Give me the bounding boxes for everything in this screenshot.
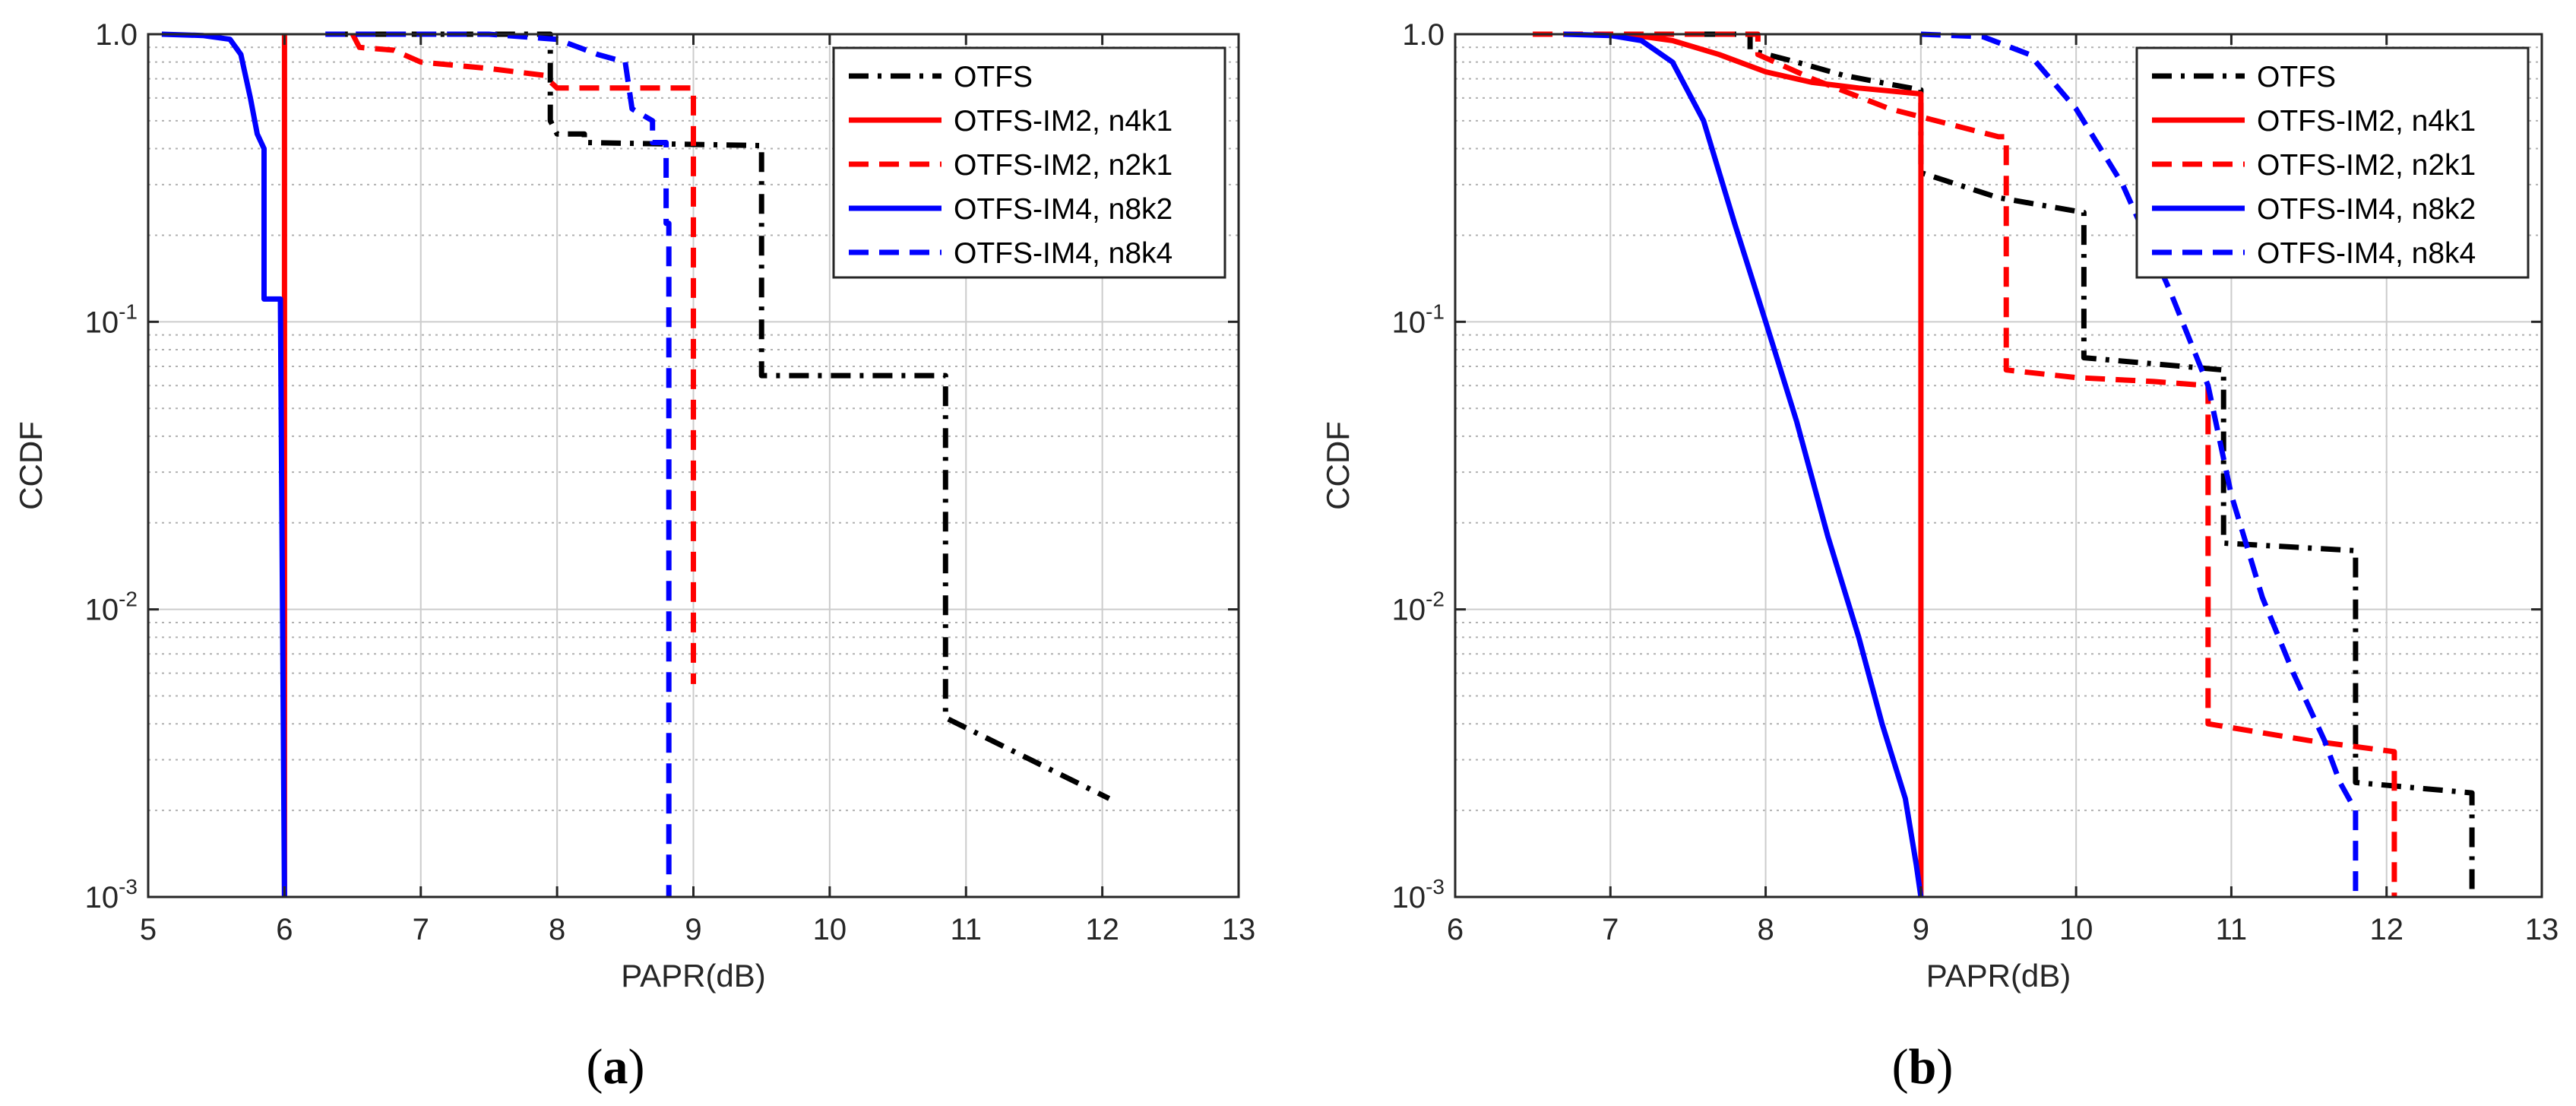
chart-a: 5 6 7 8 9 10 11 12 13 10-3 10-2 10-1 1.0 PAPR(dB) CCDF… — [13, 18, 1255, 1095]
chart-a-x-tick-label: 5 — [140, 913, 157, 946]
chart-b-series-4-line — [1920, 31, 2359, 897]
chart-b-y-axis-label: CCDF — [1320, 421, 1356, 510]
chart-a-x-axis-label: PAPR(dB) — [621, 958, 766, 993]
chart-a-x-tick-label: 6 — [276, 913, 293, 946]
chart-a-y-tick-label: 1.0 — [95, 18, 138, 52]
chart-a-series-2-line — [350, 33, 696, 684]
chart-b-panel-label: (b) — [1892, 1039, 1954, 1095]
chart-b-x-tick-label: 7 — [1602, 913, 1619, 946]
chart-a-series-0-line — [328, 31, 1111, 801]
chart-b-x-axis-label: PAPR(dB) — [1926, 958, 2071, 993]
chart-b-series-1-line — [1625, 31, 1924, 897]
chart-a-y-tick-label: 10-2 — [85, 588, 138, 627]
chart-b-y-tick-label: 10-2 — [1392, 588, 1445, 627]
chart-b-x-tick-label: 10 — [2059, 913, 2093, 946]
chart-b-x-tick-label: 9 — [1913, 913, 1929, 946]
chart-a-series-3-line — [161, 31, 287, 898]
chart-a-legend-entry-0: OTFS — [954, 61, 1033, 93]
chart-b-x-tick-label: 6 — [1447, 913, 1464, 946]
chart-b-legend-entry-4: OTFS-IM4, n8k4 — [2257, 237, 2476, 270]
chart-a-x-tick-label: 8 — [549, 913, 565, 946]
chart-a-legend-entry-1: OTFS-IM2, n4k1 — [954, 105, 1172, 138]
chart-a-x-tick-label: 7 — [413, 913, 429, 946]
chart-b-x-tick-label: 12 — [2369, 913, 2404, 946]
chart-b-series-0-line — [1703, 31, 2475, 897]
chart-b-series-2-line — [1533, 31, 2397, 897]
chart-b-legend-entry-0: OTFS — [2257, 61, 2336, 93]
chart-b-x-tick-label: 11 — [2216, 913, 2248, 946]
chart-a-y-axis-label: CCDF — [13, 421, 49, 510]
chart-a-x-tick-label: 11 — [950, 913, 982, 946]
chart-a-legend: OTFS OTFS-IM2, n4k1 OTFS-IM2, n2k1 OTFS-IM4… — [832, 46, 1226, 279]
chart-b-axes-box — [1454, 33, 2543, 898]
chart-b: 6 7 8 9 10 11 12 13 10-3 10-2 10-1 1.0 PAPR(dB) CCDF O… — [1320, 18, 2559, 1095]
chart-a-panel-label: (a) — [587, 1039, 645, 1095]
chart-a-series-4-line — [325, 31, 672, 897]
chart-b-legend-entry-3: OTFS-IM4, n8k2 — [2257, 193, 2476, 226]
chart-a-legend-entry-3: OTFS-IM4, n8k2 — [954, 193, 1172, 226]
chart-b-x-tick-label: 8 — [1757, 913, 1774, 946]
chart-b-series-3-line — [1563, 31, 1924, 898]
chart-a-x-tick-label: 10 — [813, 913, 847, 946]
chart-b-x-tick-label: 13 — [2525, 913, 2559, 946]
chart-b-legend: OTFS OTFS-IM2, n4k1 OTFS-IM2, n2k1 OTFS-IM4… — [2135, 46, 2530, 279]
chart-a-x-tick-label: 13 — [1222, 913, 1256, 946]
chart-b-legend-entry-2: OTFS-IM2, n2k1 — [2257, 149, 2476, 182]
chart-a-legend-entry-2: OTFS-IM2, n2k1 — [954, 149, 1172, 182]
chart-a-y-tick-label: 10-1 — [85, 299, 138, 339]
chart-b-y-tick-label: 1.0 — [1402, 18, 1445, 52]
chart-a-y-tick-label: 10-3 — [85, 875, 138, 914]
chart-b-legend-entry-1: OTFS-IM2, n4k1 — [2257, 105, 2476, 138]
chart-a-legend-entry-4: OTFS-IM4, n8k4 — [954, 237, 1172, 270]
chart-a-x-tick-label: 9 — [685, 913, 701, 946]
chart-b-y-tick-label: 10-3 — [1392, 875, 1445, 914]
chart-b-y-tick-label: 10-1 — [1392, 299, 1445, 339]
chart-a-x-tick-label: 12 — [1085, 913, 1119, 946]
